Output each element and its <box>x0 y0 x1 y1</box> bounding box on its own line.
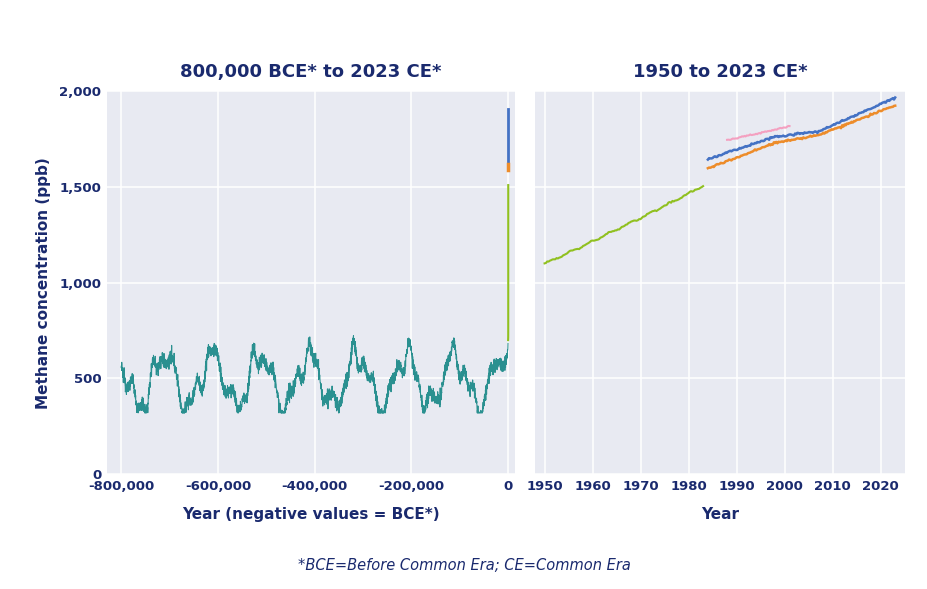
X-axis label: Year: Year <box>700 507 738 522</box>
X-axis label: Year (negative values = BCE*): Year (negative values = BCE*) <box>182 507 439 522</box>
Y-axis label: Methane concentration (ppb): Methane concentration (ppb) <box>36 157 51 409</box>
Title: 1950 to 2023 CE*: 1950 to 2023 CE* <box>632 64 806 81</box>
Title: 800,000 BCE* to 2023 CE*: 800,000 BCE* to 2023 CE* <box>180 64 441 81</box>
Text: *BCE=Before Common Era; CE=Common Era: *BCE=Before Common Era; CE=Common Era <box>298 558 629 573</box>
